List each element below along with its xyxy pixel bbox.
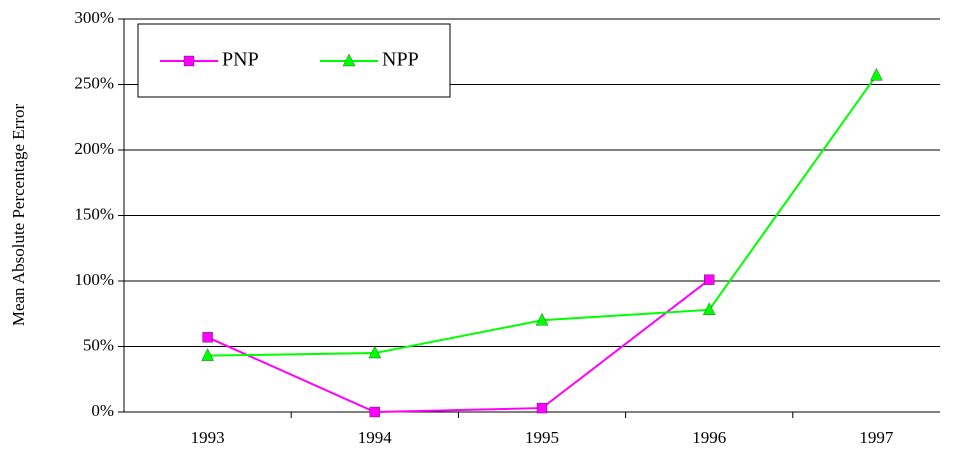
marker [704, 274, 715, 285]
y-tick-label: 50% [83, 335, 114, 354]
marker [368, 345, 382, 359]
marker [870, 67, 883, 81]
x-tick-label: 1994 [358, 428, 393, 447]
marker [342, 53, 356, 67]
x-tick-label: 1996 [692, 428, 726, 447]
series-line [207, 278, 710, 414]
marker [369, 406, 380, 418]
y-tick-label: 100% [74, 270, 114, 289]
marker [536, 402, 548, 414]
legend-label: PNP [222, 49, 259, 71]
marker [201, 348, 214, 361]
y-tick-label: 300% [74, 8, 114, 27]
x-tick-label: 1993 [191, 428, 225, 447]
marker [183, 55, 195, 67]
y-tick-label: 250% [74, 73, 114, 92]
x-tick-label: 1995 [525, 428, 559, 447]
y-axis-label: Mean Absolute Percentage Error [9, 103, 28, 326]
marker [535, 312, 549, 326]
y-tick-label: 0% [91, 401, 114, 420]
legend-label: NPP [382, 49, 419, 71]
y-tick-label: 150% [74, 204, 114, 223]
marker [202, 332, 213, 343]
y-tick-label: 200% [74, 139, 114, 158]
marker [702, 302, 716, 315]
x-tick-label: 1997 [859, 428, 894, 447]
